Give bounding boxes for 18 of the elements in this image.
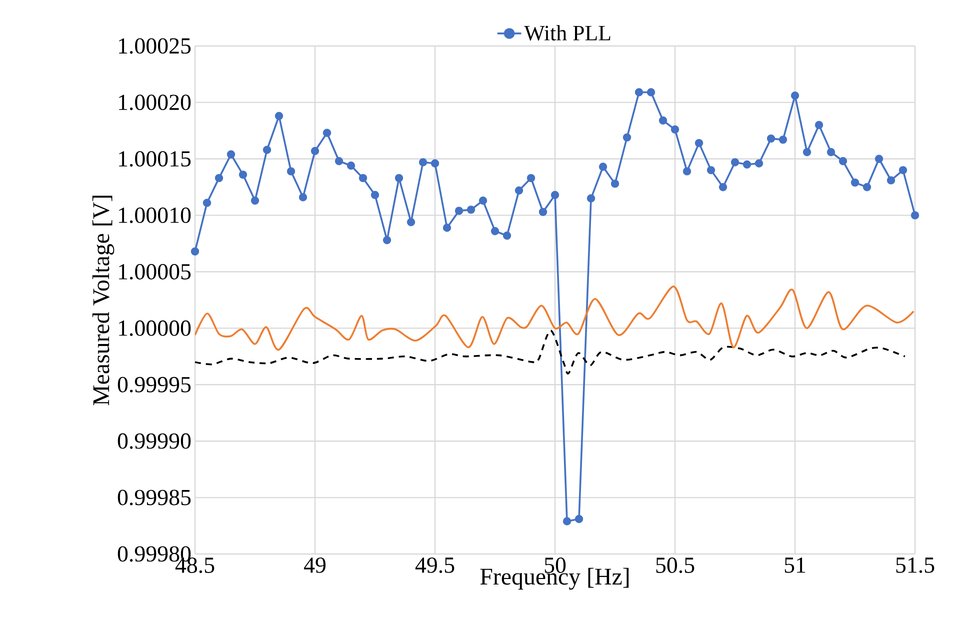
- y-tick-label: 0.99990: [118, 433, 191, 449]
- line-series: [195, 286, 914, 351]
- y-tick-label: 0.99985: [118, 490, 191, 506]
- x-tick-label: 49: [304, 558, 326, 573]
- line-series: [195, 330, 906, 374]
- y-tick-label: 0.99995: [118, 376, 191, 392]
- x-tick-label: 51: [784, 558, 806, 573]
- y-tick-label: 1.00020: [119, 94, 191, 110]
- y-tick-label: 1.00025: [119, 38, 191, 54]
- x-tick-label: 50.5: [656, 557, 694, 574]
- y-axis-title: Measured Voltage [V]: [92, 196, 114, 406]
- y-tick-label: 1.00005: [119, 264, 191, 280]
- y-tick-label: 1.00015: [119, 151, 191, 167]
- x-tick-label: 51.5: [896, 558, 934, 573]
- legend-label: With PLL: [524, 25, 610, 41]
- x-tick-label: 49.5: [415, 558, 454, 574]
- y-tick-label: 1.00000: [119, 320, 191, 336]
- y-tick-label: 1.00010: [119, 208, 191, 224]
